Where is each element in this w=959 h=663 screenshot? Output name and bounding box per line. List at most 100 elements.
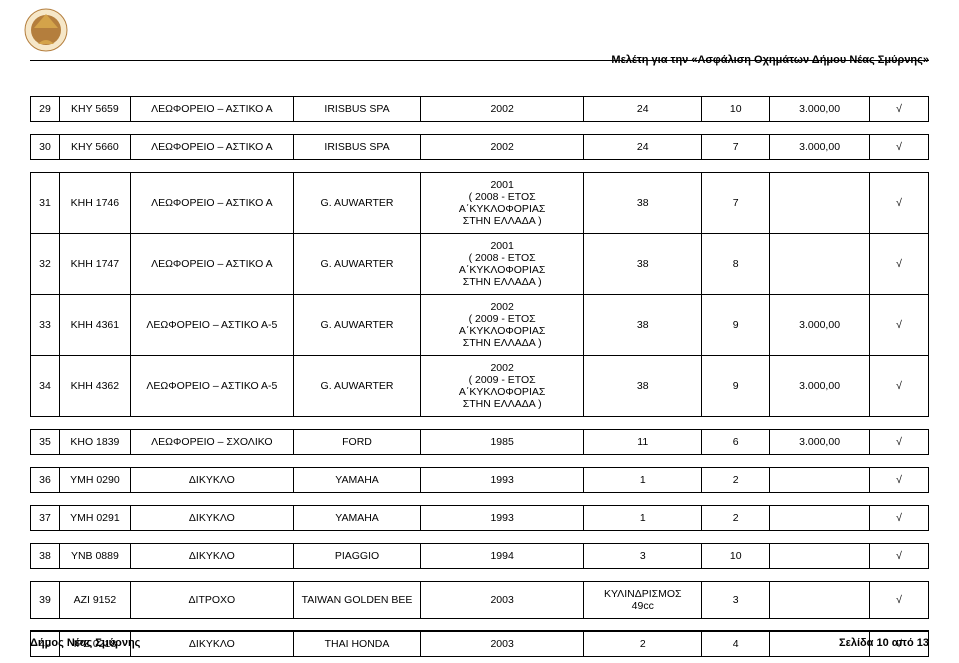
vehicle-table: 31ΚΗΗ 1746ΛΕΩΦΟΡΕΙΟ – ΑΣΤΙΚΟ ΑG. AUWARTE… <box>30 172 929 417</box>
vehicle-table: 37ΥΜΗ 0291ΔΙΚΥΚΛΟYAMAHA199312√ <box>30 505 929 531</box>
vehicle-table: 36ΥΜΗ 0290ΔΙΚΥΚΛΟYAMAHA199312√ <box>30 467 929 493</box>
header-rule <box>30 60 929 61</box>
manufacturer: G. AUWARTER <box>294 295 421 356</box>
manufacturer: IRISBUS SPA <box>294 135 421 160</box>
vehicle-type: ΛΕΩΦΟΡΕΙΟ – ΑΣΤΙΚΟ Α <box>130 173 293 234</box>
vehicle-type: ΛΕΩΦΟΡΕΙΟ – ΑΣΤΙΚΟ Α-5 <box>130 295 293 356</box>
horsepower: 11 <box>584 430 702 455</box>
vehicle-table: 30ΚΗΥ 5660ΛΕΩΦΟΡΕΙΟ – ΑΣΤΙΚΟ ΑIRISBUS SP… <box>30 134 929 160</box>
vehicle-type: ΛΕΩΦΟΡΕΙΟ – ΑΣΤΙΚΟ Α-5 <box>130 356 293 417</box>
seats: 2 <box>702 506 770 531</box>
seats: 7 <box>702 135 770 160</box>
horsepower: 24 <box>584 135 702 160</box>
check-mark: √ <box>869 234 928 295</box>
manufacturer: YAMAHA <box>294 468 421 493</box>
seats: 3 <box>702 582 770 619</box>
seats: 9 <box>702 356 770 417</box>
year: 1993 <box>421 506 584 531</box>
license-plate: ΚΗΥ 5660 <box>60 135 131 160</box>
table-row: 37ΥΜΗ 0291ΔΙΚΥΚΛΟYAMAHA199312√ <box>31 506 929 531</box>
table-row: 33ΚΗΗ 4361ΛΕΩΦΟΡΕΙΟ – ΑΣΤΙΚΟ Α-5G. AUWAR… <box>31 295 929 356</box>
year: 2002 <box>421 135 584 160</box>
price: 3.000,00 <box>770 430 870 455</box>
license-plate: ΚΗΗ 1746 <box>60 173 131 234</box>
year: 2002( 2009 - ΕΤΟΣ Α΄ΚΥΚΛΟΦΟΡΙΑΣΣΤΗΝ ΕΛΛΑ… <box>421 295 584 356</box>
group-gap <box>30 569 929 581</box>
table-row: 31ΚΗΗ 1746ΛΕΩΦΟΡΕΙΟ – ΑΣΤΙΚΟ ΑG. AUWARTE… <box>31 173 929 234</box>
horsepower: 38 <box>584 356 702 417</box>
horsepower: ΚΥΛΙΝΔΡΙΣΜΟΣ49cc <box>584 582 702 619</box>
vehicle-type: ΔΙΤΡΟΧΟ <box>130 582 293 619</box>
row-index: 30 <box>31 135 60 160</box>
row-index: 29 <box>31 97 60 122</box>
price: 3.000,00 <box>770 97 870 122</box>
license-plate: ΚΗΗ 4361 <box>60 295 131 356</box>
price: 3.000,00 <box>770 356 870 417</box>
table-row: 29ΚΗΥ 5659ΛΕΩΦΟΡΕΙΟ – ΑΣΤΙΚΟ ΑIRISBUS SP… <box>31 97 929 122</box>
horsepower: 24 <box>584 97 702 122</box>
horsepower: 1 <box>584 506 702 531</box>
price <box>770 173 870 234</box>
seats: 10 <box>702 544 770 569</box>
check-mark: √ <box>869 135 928 160</box>
vehicle-type: ΛΕΩΦΟΡΕΙΟ – ΣΧΟΛΙΚΟ <box>130 430 293 455</box>
vehicle-table: 38ΥΝΒ 0889ΔΙΚΥΚΛΟPIAGGIO1994310√ <box>30 543 929 569</box>
horsepower: 38 <box>584 234 702 295</box>
vehicle-table: 39ΑΖΙ 9152ΔΙΤΡΟΧΟTAIWAN GOLDEN BEE2003ΚΥ… <box>30 581 929 619</box>
table-row: 39ΑΖΙ 9152ΔΙΤΡΟΧΟTAIWAN GOLDEN BEE2003ΚΥ… <box>31 582 929 619</box>
check-mark: √ <box>869 544 928 569</box>
check-mark: √ <box>869 356 928 417</box>
license-plate: ΚΗΟ 1839 <box>60 430 131 455</box>
row-index: 33 <box>31 295 60 356</box>
group-gap <box>30 122 929 134</box>
seats: 8 <box>702 234 770 295</box>
year: 1993 <box>421 468 584 493</box>
row-index: 36 <box>31 468 60 493</box>
license-plate: ΚΗΗ 1747 <box>60 234 131 295</box>
seats: 10 <box>702 97 770 122</box>
seats: 7 <box>702 173 770 234</box>
check-mark: √ <box>869 173 928 234</box>
seats: 9 <box>702 295 770 356</box>
manufacturer: FORD <box>294 430 421 455</box>
vehicle-type: ΛΕΩΦΟΡΕΙΟ – ΑΣΤΙΚΟ Α <box>130 97 293 122</box>
price: 3.000,00 <box>770 135 870 160</box>
manufacturer: PIAGGIO <box>294 544 421 569</box>
year: 1985 <box>421 430 584 455</box>
manufacturer: G. AUWARTER <box>294 234 421 295</box>
license-plate: ΚΗΗ 4362 <box>60 356 131 417</box>
municipality-logo <box>24 8 68 52</box>
row-index: 34 <box>31 356 60 417</box>
year: 2001( 2008 - ΕΤΟΣ Α΄ΚΥΚΛΟΦΟΡΙΑΣΣΤΗΝ ΕΛΛΑ… <box>421 234 584 295</box>
vehicle-table: 29ΚΗΥ 5659ΛΕΩΦΟΡΕΙΟ – ΑΣΤΙΚΟ ΑIRISBUS SP… <box>30 96 929 122</box>
license-plate: ΥΝΒ 0889 <box>60 544 131 569</box>
vehicle-type: ΔΙΚΥΚΛΟ <box>130 544 293 569</box>
license-plate: ΑΖΙ 9152 <box>60 582 131 619</box>
manufacturer: G. AUWARTER <box>294 356 421 417</box>
price <box>770 506 870 531</box>
vehicle-table: 35ΚΗΟ 1839ΛΕΩΦΟΡΕΙΟ – ΣΧΟΛΙΚΟFORD1985116… <box>30 429 929 455</box>
check-mark: √ <box>869 97 928 122</box>
table-row: 36ΥΜΗ 0290ΔΙΚΥΚΛΟYAMAHA199312√ <box>31 468 929 493</box>
horsepower: 38 <box>584 173 702 234</box>
group-gap <box>30 493 929 505</box>
vehicle-type: ΛΕΩΦΟΡΕΙΟ – ΑΣΤΙΚΟ Α <box>130 135 293 160</box>
license-plate: ΚΗΥ 5659 <box>60 97 131 122</box>
manufacturer: IRISBUS SPA <box>294 97 421 122</box>
price <box>770 234 870 295</box>
year: 2001( 2008 - ΕΤΟΣ Α΄ΚΥΚΛΟΦΟΡΙΑΣΣΤΗΝ ΕΛΛΑ… <box>421 173 584 234</box>
check-mark: √ <box>869 582 928 619</box>
seats: 2 <box>702 468 770 493</box>
vehicle-type: ΔΙΚΥΚΛΟ <box>130 468 293 493</box>
manufacturer: YAMAHA <box>294 506 421 531</box>
check-mark: √ <box>869 295 928 356</box>
vehicle-type: ΛΕΩΦΟΡΕΙΟ – ΑΣΤΙΚΟ Α <box>130 234 293 295</box>
horsepower: 38 <box>584 295 702 356</box>
year: 2002 <box>421 97 584 122</box>
price <box>770 468 870 493</box>
year: 2002( 2009 - ΕΤΟΣ Α΄ΚΥΚΛΟΦΟΡΙΑΣΣΤΗΝ ΕΛΛΑ… <box>421 356 584 417</box>
horsepower: 3 <box>584 544 702 569</box>
footer-left: Δήμος Νέας Σμύρνης <box>30 637 140 649</box>
vehicle-type: ΔΙΚΥΚΛΟ <box>130 506 293 531</box>
row-index: 32 <box>31 234 60 295</box>
